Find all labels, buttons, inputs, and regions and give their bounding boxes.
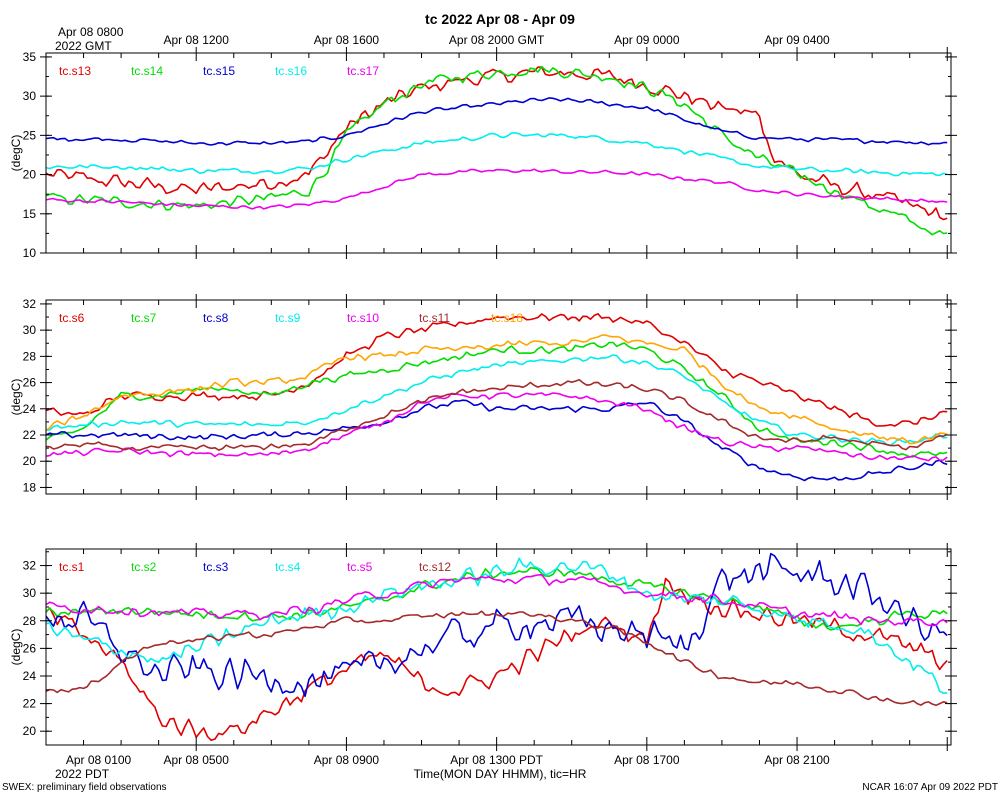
legend-entry-tc-s1: tc.s1 [59,560,85,574]
series-line-tc-s4 [46,557,948,694]
series-line-tc-s12 [46,610,948,707]
y-tick-label: 30 [23,586,37,600]
y-tick-label: 20 [23,454,37,468]
legend-entry-tc-s11: tc.s11 [419,311,450,325]
series-line-tc-s16 [46,132,948,177]
series-line-tc-s9 [46,354,948,446]
y-tick-label: 25 [23,128,37,142]
y-tick-label: 30 [23,323,37,337]
series-line-tc-s18 [46,334,948,445]
y-tick-label: 30 [23,89,37,103]
series-line-tc-s13 [46,66,948,221]
footer-right: NCAR 16:07 Apr 09 2022 PDT [862,782,998,793]
top-axis-tick-label: Apr 08 1600 [314,33,380,47]
top-axis-start-label: Apr 08 0800 [58,25,124,39]
legend-entry-tc-s12: tc.s12 [419,560,451,574]
chart-panel-2: 18 20 22 24 26 28 30 32 (degC) tc.s6 tc.s7 tc.s8 tc.… [9,294,957,500]
panel-frame [45,52,952,254]
panel-frame [45,548,952,746]
series-line-tc-s1 [46,577,948,742]
top-axis-tick-label: Apr 08 1200 [164,33,230,47]
y-tick-label: 22 [23,428,37,442]
bottom-axis-start-sublabel: 2022 PDT [55,767,110,781]
series-line-tc-s11 [46,379,948,451]
y-axis-label: (degC) [9,629,23,666]
footer-left: SWEX: preliminary field observations [2,782,167,793]
legend-entry-tc-s5: tc.s5 [347,560,373,574]
y-tick-label: 28 [23,349,37,363]
bottom-axis-tick-label: Apr 08 1700 [614,753,680,767]
y-tick-label: 20 [23,724,37,738]
y-tick-label: 20 [23,168,37,182]
legend-entry-tc-s2: tc.s2 [131,560,157,574]
y-axis-label: (degC) [9,135,23,172]
y-tick-label: 35 [23,50,37,64]
bottom-axis-start-label: Apr 08 0100 [66,753,132,767]
legend-entry-tc-s9: tc.s9 [275,311,301,325]
top-axis-start-sublabel: 2022 GMT [55,39,112,53]
legend-entry-tc-s3: tc.s3 [203,560,229,574]
y-axis-label: (degC) [9,379,23,416]
series-line-tc-s5 [46,574,948,627]
top-axis-tick-label: Apr 09 0000 [614,33,680,47]
series-line-tc-s14 [46,65,948,236]
legend-entry-tc-s4: tc.s4 [275,560,301,574]
series-line-tc-s7 [46,341,948,458]
series-line-tc-s15 [46,97,948,146]
bottom-axis-tick-label: Apr 08 2100 [764,753,830,767]
legend-entry-tc-s6: tc.s6 [59,311,85,325]
chart-panel-1: 10 15 20 25 30 35 (degC) tc.s13 tc.s14 tc.s15 tc.s… [9,47,957,260]
top-axis-tick-label: Apr 08 2000 GMT [449,33,545,47]
legend-entry-tc-s13: tc.s13 [59,64,91,78]
y-tick-label: 32 [23,297,37,311]
y-tick-label: 26 [23,641,37,655]
chart-title: tc 2022 Apr 08 - Apr 09 [425,11,575,27]
series-line-tc-s8 [46,399,948,482]
series-line-tc-s10 [46,392,948,462]
series-line-tc-s6 [46,313,948,427]
top-axis-tick-label: Apr 09 0400 [764,33,830,47]
panel-frame [45,299,952,495]
x-axis-label: Time(MON DAY HHMM), tic=HR [414,767,587,781]
y-tick-label: 22 [23,697,37,711]
y-tick-label: 28 [23,614,37,628]
y-tick-label: 24 [23,402,37,416]
y-tick-label: 18 [23,480,37,494]
y-tick-label: 15 [23,207,37,221]
y-tick-label: 32 [23,559,37,573]
legend-entry-tc-s10: tc.s10 [347,311,379,325]
y-tick-label: 10 [23,246,37,260]
legend-entry-tc-s14: tc.s14 [131,64,163,78]
legend-entry-tc-s17: tc.s17 [347,64,379,78]
y-tick-label: 26 [23,376,37,390]
legend-entry-tc-s16: tc.s16 [275,64,307,78]
bottom-axis-tick-label: Apr 08 1300 PDT [450,753,543,767]
y-tick-label: 24 [23,669,37,683]
series-line-tc-s17 [46,168,948,210]
legend-entry-tc-s7: tc.s7 [131,311,157,325]
legend-entry-tc-s15: tc.s15 [203,64,235,78]
bottom-axis-tick-label: Apr 08 0500 [164,753,230,767]
chart-panel-3: 20 22 24 26 28 30 32 (degC) tc.s1 tc.s2 tc.s3 tc.s4… [9,543,957,751]
series-line-tc-s3 [46,552,948,698]
bottom-axis-tick-label: Apr 08 0900 [314,753,380,767]
legend-entry-tc-s8: tc.s8 [203,311,229,325]
legend-entry-tc-s18: tc.s18 [491,311,523,325]
